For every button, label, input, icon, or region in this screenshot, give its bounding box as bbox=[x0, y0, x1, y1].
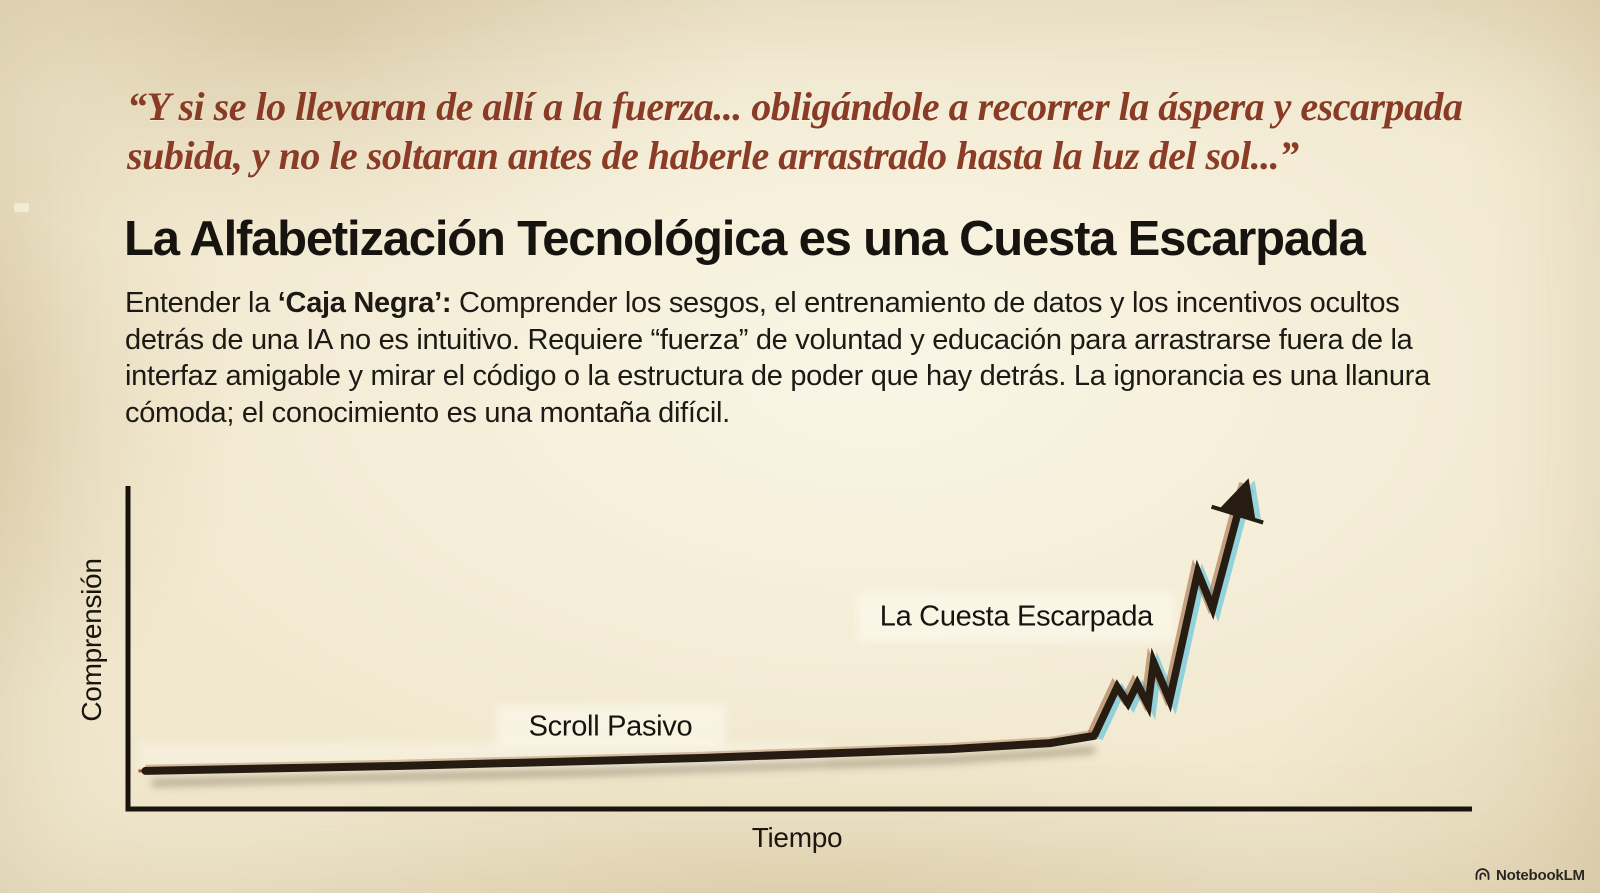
annotation-cuesta-escarpada: La Cuesta Escarpada bbox=[879, 600, 1154, 633]
body-lead: Entender la bbox=[125, 287, 278, 319]
quote-line-1: “Y si se lo llevaran de allí a la fuerza… bbox=[127, 84, 1463, 129]
y-axis-label: Comprensión bbox=[76, 558, 107, 722]
body-paragraph: Entender la ‘Caja Negra’: Comprender los… bbox=[125, 285, 1457, 431]
watermark: NotebookLM bbox=[1474, 865, 1585, 885]
body-rest: Comprender los sesgos, el entrenamiento … bbox=[125, 287, 1430, 429]
paper-blemish bbox=[14, 203, 29, 212]
x-axis-label: Tiempo bbox=[751, 822, 843, 853]
epigraph-quote: “Y si se lo llevaran de allí a la fuerza… bbox=[127, 82, 1463, 180]
page-title: La Alfabetización Tecnológica es una Cue… bbox=[124, 212, 1366, 266]
quote-line-2: subida, y no le soltaran antes de haberl… bbox=[127, 133, 1299, 178]
annotation-scroll-pasivo: Scroll Pasivo bbox=[528, 710, 693, 743]
body-bold-term: ‘Caja Negra’: bbox=[277, 287, 452, 319]
notebooklm-logo-icon bbox=[1475, 867, 1490, 880]
watermark-label: NotebookLM bbox=[1496, 866, 1585, 884]
